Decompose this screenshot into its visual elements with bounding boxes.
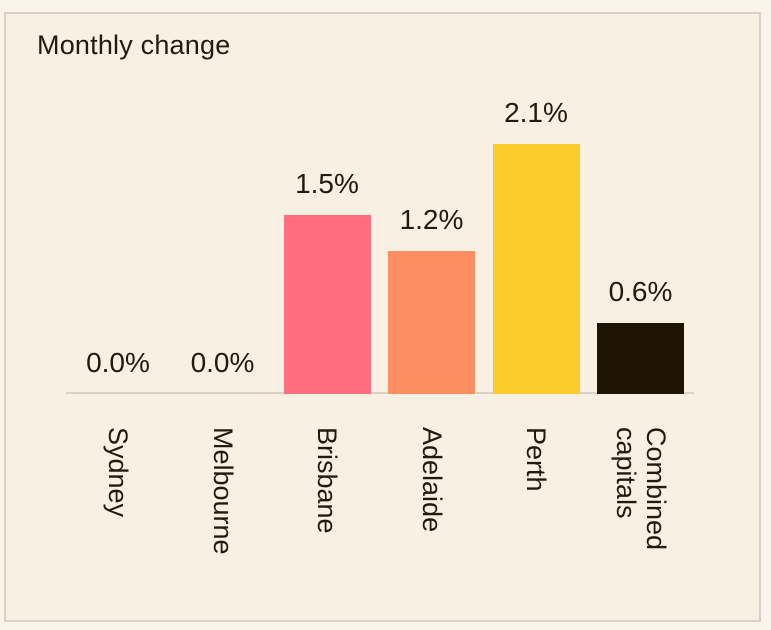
- bar-combined-capitals: [597, 323, 684, 394]
- value-label-combined-capitals: 0.6%: [608, 276, 673, 307]
- chart-card: [4, 12, 761, 622]
- value-label-adelaide: 1.2%: [399, 204, 464, 235]
- value-label-brisbane: 1.5%: [295, 168, 359, 199]
- x-axis-line: [66, 392, 694, 394]
- chart-title: Monthly change: [37, 30, 231, 60]
- value-label-melbourne: 0.0%: [190, 347, 255, 378]
- bar-perth: [492, 144, 580, 394]
- value-label-sydney: 0.0%: [86, 347, 150, 378]
- bar-brisbane: [283, 215, 371, 394]
- value-label-perth: 2.1%: [504, 97, 568, 128]
- bar-adelaide: [388, 251, 475, 394]
